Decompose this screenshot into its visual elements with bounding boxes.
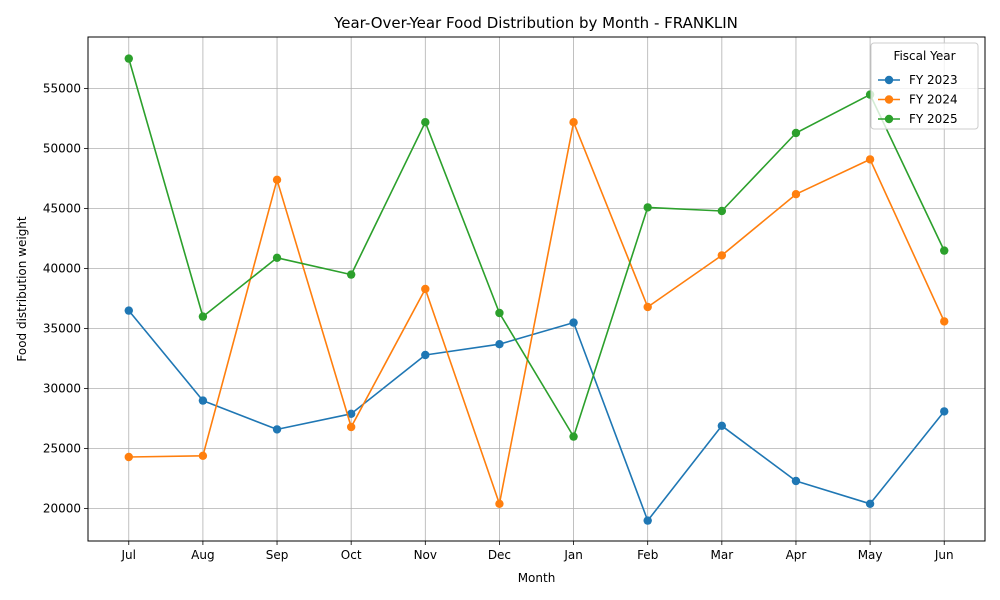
y-axis-label: Food distribution weight <box>15 216 29 362</box>
x-tick-label: Mar <box>711 548 734 562</box>
legend-entry: FY 2023 <box>909 73 958 87</box>
series-line <box>128 121 945 505</box>
data-point <box>643 302 652 312</box>
data-point <box>421 350 430 360</box>
x-tick-label: Jan <box>563 548 583 562</box>
data-point <box>643 516 652 525</box>
series-fy-2025 <box>124 54 949 441</box>
y-tick-label: 45000 <box>43 202 81 216</box>
data-point <box>717 421 727 430</box>
data-point <box>940 407 949 416</box>
data-point <box>865 155 875 164</box>
series-fy-2024 <box>124 118 949 508</box>
data-point <box>791 190 801 199</box>
data-point <box>124 54 133 63</box>
data-point <box>198 312 208 321</box>
y-tick-label: 55000 <box>43 82 81 96</box>
y-tick-label: 30000 <box>43 382 81 396</box>
legend-swatch-marker <box>884 75 894 85</box>
data-point <box>495 340 504 349</box>
x-tick-label: Aug <box>191 548 214 562</box>
legend: Fiscal Year FY 2023 FY 2024 FY 2025 <box>870 42 979 130</box>
x-axis: Jul Aug Sep Oct Nov Dec Jan Feb Mar Apr May Jun <box>121 541 954 562</box>
legend-box <box>870 42 979 130</box>
data-point <box>124 306 133 315</box>
data-point <box>791 476 801 486</box>
plot-area <box>87 36 986 542</box>
data-point <box>198 451 208 460</box>
y-tick-label: 40000 <box>43 262 81 276</box>
data-point <box>495 308 504 318</box>
data-point <box>272 425 282 434</box>
data-point <box>421 118 430 127</box>
series-line <box>128 58 945 438</box>
x-tick-label: Jul <box>121 548 136 562</box>
x-tick-label: Dec <box>488 548 511 562</box>
data-point <box>495 499 504 508</box>
data-point <box>198 396 208 405</box>
x-tick-label: Sep <box>266 548 289 562</box>
grid <box>88 37 985 541</box>
chart-title: Year-Over-Year Food Distribution by Mont… <box>333 14 738 32</box>
x-tick-label: Jun <box>934 548 954 562</box>
y-axis: 20000 25000 30000 35000 40000 45000 50000 55000 <box>43 82 88 516</box>
series-line <box>128 310 945 522</box>
data-point <box>346 270 356 279</box>
data-point <box>791 128 801 138</box>
legend-swatch-marker <box>884 95 894 104</box>
legend-entry: FY 2024 <box>909 93 958 107</box>
x-tick-label: Oct <box>341 548 362 562</box>
legend-entry: FY 2025 <box>909 112 958 126</box>
y-tick-label: 50000 <box>43 142 81 156</box>
x-tick-label: May <box>858 548 883 562</box>
y-tick-label: 35000 <box>43 322 81 336</box>
legend-swatch-marker <box>884 114 894 124</box>
data-point <box>717 251 727 260</box>
data-point <box>272 253 282 262</box>
data-point <box>272 175 282 184</box>
data-point <box>569 318 578 327</box>
data-point <box>346 409 356 418</box>
y-tick-label: 25000 <box>43 442 81 456</box>
data-point <box>865 499 875 508</box>
series-fy-2023 <box>124 306 949 525</box>
data-point <box>643 203 652 212</box>
x-tick-label: Apr <box>786 548 807 562</box>
data-point <box>940 246 949 255</box>
x-tick-label: Nov <box>414 548 437 562</box>
data-point <box>346 422 356 432</box>
data-point <box>421 284 430 294</box>
data-point <box>940 317 949 326</box>
legend-title: Fiscal Year <box>893 49 955 63</box>
data-point <box>569 118 578 127</box>
series-layer <box>124 54 949 525</box>
data-point <box>717 206 727 216</box>
x-axis-label: Month <box>518 571 556 585</box>
data-point <box>569 432 578 441</box>
data-point <box>124 452 133 462</box>
x-tick-label: Feb <box>637 548 658 562</box>
y-tick-label: 20000 <box>43 502 81 516</box>
